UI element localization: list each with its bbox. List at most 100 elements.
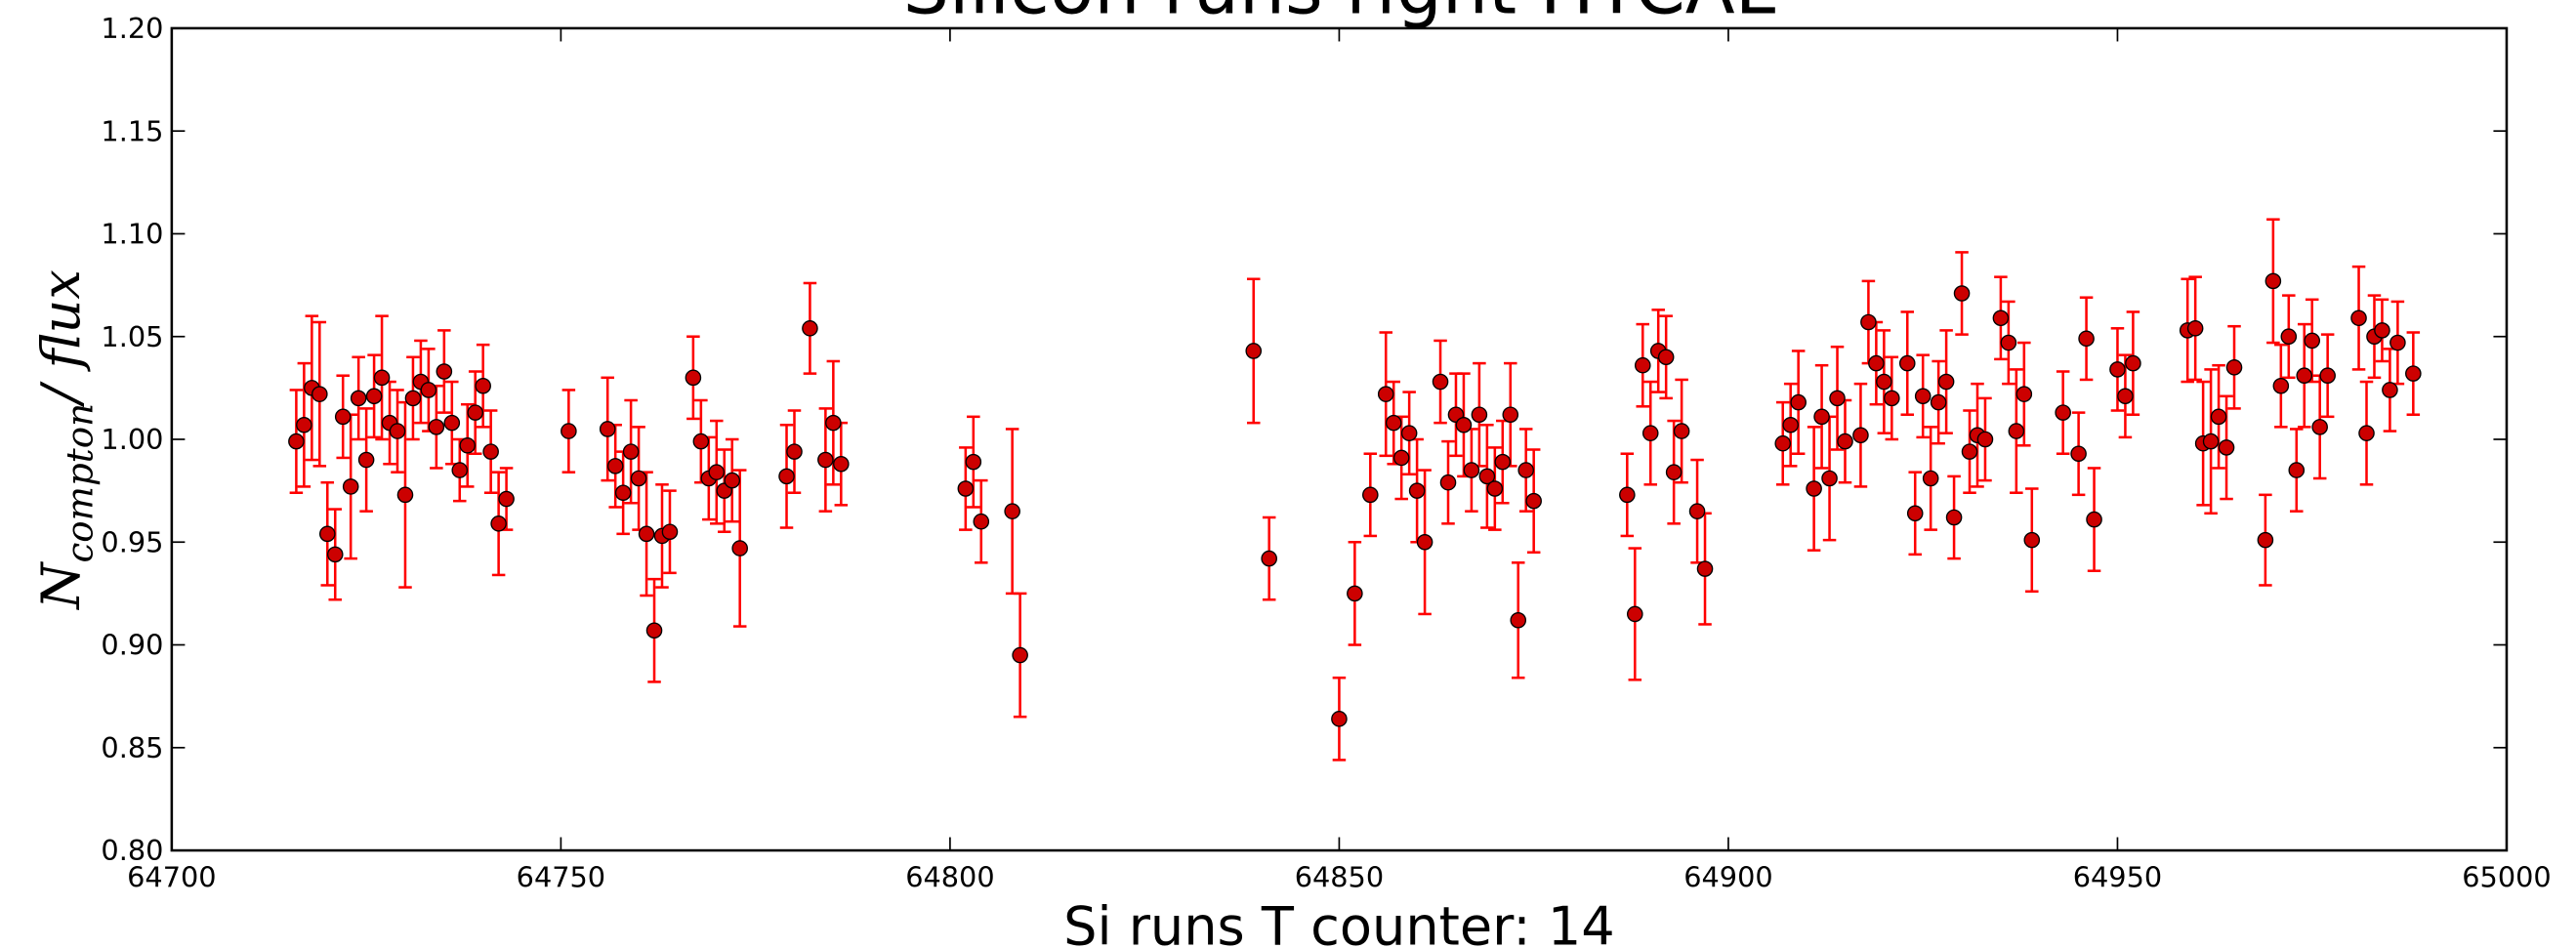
- data-point: [1502, 406, 1519, 424]
- data-point: [724, 472, 741, 489]
- data-point: [1362, 486, 1379, 504]
- data-point: [1400, 425, 1418, 441]
- data-point: [1868, 354, 1885, 372]
- data-point: [1876, 373, 1892, 391]
- data-point: [622, 443, 640, 460]
- data-point: [467, 404, 483, 421]
- data-point: [1688, 503, 1706, 519]
- y-label-rest: / flux: [30, 269, 92, 408]
- data-point: [599, 421, 616, 437]
- data-point: [2109, 361, 2126, 378]
- data-point: [2008, 423, 2025, 439]
- data-point: [2086, 511, 2102, 528]
- data-point: [459, 437, 477, 454]
- data-point: [1455, 416, 1473, 433]
- data-point: [1416, 533, 1433, 551]
- data-point: [2055, 404, 2071, 421]
- data-point: [2350, 309, 2367, 327]
- data-point: [1992, 309, 2010, 327]
- data-point: [2257, 531, 2274, 549]
- data-point: [1806, 480, 1822, 497]
- data-point: [645, 622, 663, 639]
- data-point: [1486, 480, 1504, 497]
- y-tick-label: 0.85: [101, 731, 163, 764]
- data-point: [312, 386, 328, 402]
- data-point: [490, 515, 507, 532]
- data-point: [2015, 386, 2033, 402]
- data-point: [1004, 503, 1020, 519]
- data-point: [1510, 611, 1527, 629]
- data-point: [957, 480, 975, 497]
- plot-area: [288, 218, 2422, 762]
- data-point: [778, 468, 795, 485]
- data-point: [825, 414, 842, 432]
- data-point: [318, 525, 336, 543]
- data-point: [685, 369, 702, 387]
- data-point: [2311, 419, 2328, 435]
- data-point: [420, 382, 437, 398]
- data-point: [1884, 390, 1900, 407]
- data-point: [614, 484, 632, 502]
- data-point: [1852, 427, 1869, 444]
- data-point: [498, 490, 515, 508]
- data-point: [451, 462, 469, 478]
- data-point: [1627, 605, 1643, 623]
- x-tick-label: 64900: [1683, 860, 1772, 893]
- data-point: [1478, 468, 1496, 485]
- data-point: [475, 377, 491, 394]
- data-point: [2280, 328, 2298, 346]
- data-point: [708, 464, 726, 480]
- data-point: [1463, 462, 1480, 478]
- data-point: [2288, 462, 2306, 478]
- y-tick-label: 1.20: [101, 12, 163, 45]
- data-point: [2358, 425, 2375, 441]
- data-point: [1898, 354, 1916, 372]
- data-point: [1392, 449, 1410, 467]
- data-point: [365, 388, 383, 405]
- data-point: [2000, 334, 2017, 351]
- data-point: [630, 470, 647, 487]
- data-point: [1782, 416, 1799, 433]
- data-point: [296, 416, 312, 433]
- data-point: [817, 451, 834, 469]
- data-point: [802, 320, 818, 337]
- data-point: [1953, 285, 1971, 302]
- x-tick-label: 64800: [905, 860, 994, 893]
- data-point: [1331, 711, 1348, 727]
- data-point: [1813, 408, 1830, 426]
- data-point: [2296, 367, 2313, 385]
- data-point: [1774, 434, 1792, 452]
- data-point: [731, 540, 748, 556]
- data-point: [326, 546, 344, 563]
- data-point: [1657, 349, 1675, 366]
- data-point: [1665, 464, 1683, 480]
- x-tick-label: 65000: [2462, 860, 2551, 893]
- data-point: [2186, 320, 2204, 337]
- data-point: [1408, 482, 1426, 499]
- data-point: [482, 443, 499, 460]
- data-point: [1439, 474, 1457, 491]
- data-point: [389, 423, 406, 439]
- data-point: [692, 433, 710, 450]
- data-point: [1930, 393, 1947, 411]
- data-point: [1641, 425, 1659, 441]
- data-point: [2078, 330, 2095, 348]
- data-point: [1945, 509, 1963, 526]
- data-point: [2374, 322, 2390, 339]
- y-axis-label: Ncompton/ flux: [30, 269, 102, 611]
- data-point: [1922, 470, 1939, 487]
- data-point: [2389, 334, 2406, 351]
- y-tick-label: 1.05: [101, 320, 163, 353]
- data-point: [661, 523, 679, 541]
- data-point: [1937, 373, 1955, 391]
- x-axis-label: Si runs T counter: 14: [1063, 895, 1615, 948]
- data-point: [436, 363, 453, 380]
- data-point: [2023, 531, 2041, 549]
- data-point: [1619, 486, 1636, 504]
- data-point: [1012, 646, 1028, 664]
- x-tick-label: 64750: [517, 860, 605, 893]
- data-point: [1634, 356, 1651, 374]
- data-point: [833, 455, 850, 473]
- data-point: [2304, 332, 2321, 350]
